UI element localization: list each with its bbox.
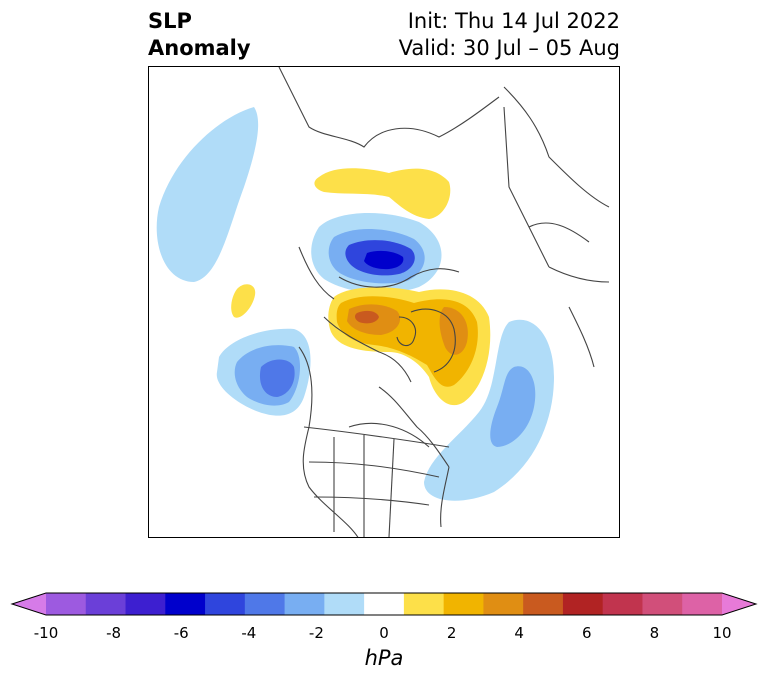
- colorbar-tick-label: 6: [582, 624, 592, 642]
- map-panel: [148, 66, 620, 538]
- colorbar-swatch: [85, 593, 127, 615]
- colorbar-swatch: [642, 593, 683, 615]
- colorbar-tick-label: -6: [173, 624, 189, 642]
- colorbar-swatch: [46, 593, 87, 615]
- colorbar-extend-max: [722, 593, 756, 615]
- colorbar-swatch: [403, 593, 445, 615]
- colorbar-swatch: [284, 593, 325, 615]
- colorbar-swatch: [165, 593, 206, 615]
- title-line2: Anomaly: [148, 36, 251, 60]
- anomaly-neg-pacific: [156, 107, 259, 282]
- colorbar-tick-label: 10: [712, 624, 732, 642]
- colorbar-swatch: [205, 593, 246, 615]
- anomaly-pos-small: [231, 284, 256, 318]
- colorbar-tick-label: -2: [308, 624, 324, 642]
- coastlines: [278, 67, 610, 537]
- colorbar-swatch: [602, 593, 643, 615]
- anomaly-neg-atlantic-outer: [424, 319, 554, 501]
- anomaly-pos-arctic-core: [354, 310, 379, 324]
- colorbar-tick-label: 4: [514, 624, 524, 642]
- colorbar-swatch: [682, 593, 723, 615]
- anomaly-neg-alaska-core: [259, 359, 295, 397]
- colorbar-swatch: [324, 593, 365, 615]
- colorbar-tick-label: 0: [379, 624, 389, 642]
- anomaly-pos-greenland-inner: [439, 307, 468, 355]
- colorbar-outline: [10, 592, 758, 616]
- init-date: Init: Thu 14 Jul 2022: [407, 9, 620, 33]
- colorbar-tick-label: -4: [241, 624, 257, 642]
- colorbar-swatch: [364, 593, 405, 615]
- colorbar-extend-min: [12, 593, 46, 615]
- valid-range: Valid: 30 Jul – 05 Aug: [398, 36, 620, 60]
- colorbar-swatch: [483, 593, 524, 615]
- slp-anomaly-map: [156, 67, 610, 537]
- colorbar-tick-label: -8: [106, 624, 122, 642]
- colorbar-unit: hPa: [364, 646, 404, 670]
- title-line1: SLP: [148, 9, 192, 33]
- colorbar-tick-label: 2: [446, 624, 457, 642]
- colorbar-tick-label: -10: [33, 624, 59, 642]
- anomaly-neg-atlantic-core: [490, 366, 536, 447]
- colorbar: [0, 585, 768, 625]
- title-right: Init: Thu 14 Jul 2022 Valid: 30 Jul – 05…: [399, 8, 620, 62]
- anomaly-pos-eurasia: [314, 168, 451, 219]
- colorbar-swatch: [244, 593, 286, 615]
- colorbar-swatch: [562, 593, 604, 615]
- colorbar-svg: [10, 592, 758, 616]
- title-left: SLP Anomaly: [148, 8, 251, 62]
- colorbar-tick-label: 8: [649, 624, 660, 642]
- anomaly-neg-siberia-center: [364, 250, 404, 270]
- colorbar-swatch: [443, 593, 484, 615]
- colorbar-swatch: [523, 593, 564, 615]
- colorbar-swatch: [125, 593, 166, 615]
